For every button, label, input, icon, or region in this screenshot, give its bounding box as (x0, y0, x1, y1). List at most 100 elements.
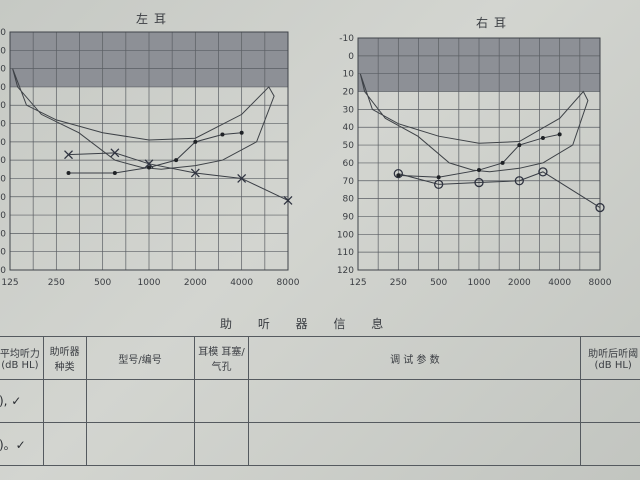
y-tick-label: 0 (348, 52, 354, 62)
header-average-hearing: 平均听力 (dB HL) (0, 336, 44, 380)
x-tick-label: 2000 (184, 278, 207, 288)
data-point-circle (393, 168, 403, 179)
y-tick-label: 50 (343, 141, 355, 151)
y-tick-label: -10 (339, 34, 354, 44)
table-row: ), ✓ (0, 379, 640, 423)
data-point-dot (396, 173, 401, 178)
header-aided-threshold: 助听后听阈 (dB HL) (580, 336, 640, 380)
plot-frame (9, 31, 289, 271)
data-point-x (237, 174, 247, 183)
y-tick-label: 90 (343, 212, 355, 222)
data-point-dot (436, 175, 441, 180)
y-tick-label: 60 (0, 156, 6, 166)
data-point-dot (557, 132, 562, 137)
y-tick-label: 80 (0, 193, 6, 203)
data-point-x (190, 168, 200, 178)
data-point-dot (540, 135, 545, 140)
table-row: )。✓ (0, 422, 640, 466)
row2-type (42, 422, 87, 466)
y-tick-label: 120 (0, 266, 6, 276)
x-tick-label: 500 (94, 278, 111, 288)
data-point-x (110, 148, 120, 158)
row1-aided (580, 379, 640, 423)
left-ear-title: 左耳 (136, 12, 173, 26)
data-point-circle (474, 177, 484, 188)
y-tick-label: 40 (343, 123, 355, 133)
row2-params (248, 422, 582, 466)
data-point-circle (595, 202, 605, 213)
y-tick-label: 30 (343, 105, 355, 115)
y-tick-label: 10 (0, 65, 6, 75)
data-point-circle (538, 167, 548, 177)
x-tick-label: 4000 (230, 278, 253, 288)
data-point-dot (477, 168, 481, 173)
data-point-x (64, 150, 73, 160)
y-tick-label: 40 (0, 120, 6, 130)
y-tick-label: 110 (337, 248, 354, 258)
speech-banana (359, 73, 589, 173)
data-point-dot (66, 170, 71, 175)
data-point-dot (147, 165, 151, 170)
y-tick-label: 70 (0, 174, 6, 184)
header-aid-type: 助听器 种类 (42, 336, 87, 380)
table-header-row: 平均听力 (dB HL) 助听器 种类 型号/编号 耳模 耳塞/气孔 调 试 参… (0, 336, 640, 380)
y-tick-label: 20 (0, 83, 6, 93)
header-earmold: 耳模 耳塞/气孔 (193, 336, 250, 380)
data-point-x (283, 195, 293, 205)
y-tick-label: 100 (337, 230, 354, 240)
x-tick-label: 8000 (589, 278, 612, 288)
data-point-dot (220, 132, 225, 137)
x-tick-label: 250 (48, 278, 65, 288)
row1-params (248, 379, 582, 423)
row2-aided (580, 422, 640, 466)
y-tick-label: 90 (0, 211, 6, 221)
data-point-dot (239, 130, 244, 135)
y-tick-label: -10 (0, 28, 6, 38)
x-tick-label: 1000 (138, 278, 161, 288)
x-tick-label: 125 (1, 278, 18, 288)
series-line-0 (398, 171, 601, 208)
hearing-aid-info-table: 平均听力 (dB HL) 助听器 种类 型号/编号 耳模 耳塞/气孔 调 试 参… (0, 336, 640, 466)
x-tick-label: 4000 (548, 278, 571, 288)
row2-average: )。✓ (0, 422, 44, 466)
y-tick-label: 110 (0, 248, 6, 258)
y-tick-label: 30 (0, 101, 6, 111)
data-point-circle (514, 176, 524, 186)
y-tick-label: 120 (337, 266, 354, 276)
data-point-circle (434, 179, 444, 189)
right-ear-audiogram: -10 0 10 20 30 40 50 60 70 80 90 100 110 120 125 250 500… (337, 34, 612, 288)
header-fitting-params: 调 试 参 数 (248, 336, 582, 380)
header-model: 型号/编号 (85, 336, 195, 380)
right-ear-title: 右耳 (476, 16, 513, 30)
y-tick-label: 50 (0, 138, 6, 148)
series-line-0 (68, 152, 289, 201)
y-tick-label: 70 (343, 177, 355, 187)
x-tick-label: 2000 (508, 278, 531, 288)
data-point-dot (193, 139, 198, 144)
y-tick-label: 80 (343, 195, 355, 205)
y-tick-label: 20 (343, 88, 355, 98)
x-tick-label: 1000 (468, 278, 491, 288)
data-point-dot (517, 143, 522, 148)
y-tick-label: 60 (343, 159, 355, 169)
row1-average: ), ✓ (0, 379, 44, 423)
row1-earmold (193, 379, 250, 423)
x-tick-label: 8000 (277, 278, 300, 288)
data-point-dot (112, 170, 117, 175)
hearing-aid-info-title: 助 听 器 信 息 (220, 317, 386, 331)
row1-model (85, 379, 195, 423)
y-tick-label: 10 (343, 70, 355, 80)
x-tick-label: 250 (390, 278, 407, 288)
y-tick-label: 0 (0, 46, 6, 56)
row1-type (42, 379, 87, 423)
row2-model (85, 422, 195, 466)
y-tick-label: 100 (0, 229, 6, 239)
row2-earmold (193, 422, 250, 466)
left-ear-audiogram: -10 0 10 20 30 40 50 60 70 80 90 100 110 120 125 250 500… (0, 28, 300, 288)
x-tick-label: 500 (430, 278, 447, 288)
data-point-dot (500, 160, 505, 165)
x-tick-label: 125 (349, 278, 366, 288)
speech-banana (12, 68, 275, 170)
series-line-1 (68, 132, 242, 174)
